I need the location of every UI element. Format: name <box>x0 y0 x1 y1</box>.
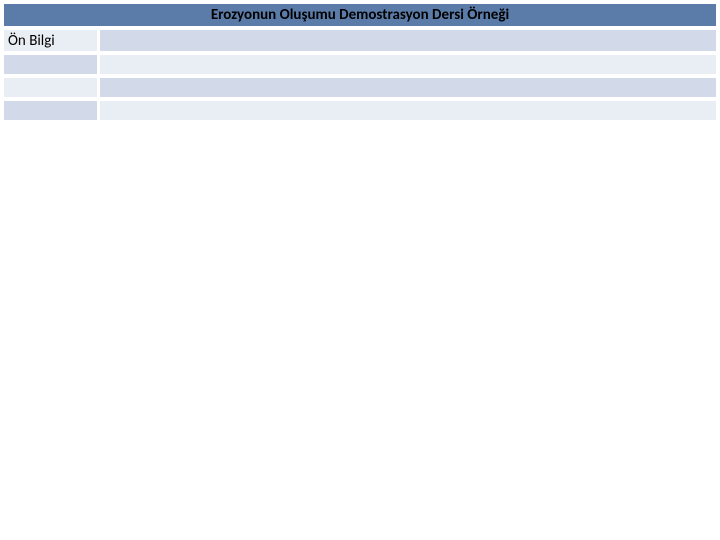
slide: Erozyonun Oluşumu Demostrasyon Dersi Örn… <box>0 0 720 540</box>
row-label-cell <box>3 77 98 98</box>
row-content-cell <box>99 100 717 121</box>
table-title: Erozyonun Oluşumu Demostrasyon Dersi Örn… <box>211 6 509 24</box>
table-row <box>3 54 717 76</box>
row-content-cell <box>99 77 717 98</box>
row-content-cell <box>99 54 717 75</box>
table-row: Ön Bilgi <box>3 29 717 53</box>
row-label: Ön Bilgi <box>8 32 55 50</box>
row-label-cell <box>3 100 98 121</box>
table-title-row: Erozyonun Oluşumu Demostrasyon Dersi Örn… <box>3 3 717 27</box>
row-label-cell: Ön Bilgi <box>3 29 98 52</box>
table-row <box>3 77 717 99</box>
row-label-cell <box>3 54 98 75</box>
table-row <box>3 100 717 122</box>
row-content-cell <box>99 29 717 52</box>
